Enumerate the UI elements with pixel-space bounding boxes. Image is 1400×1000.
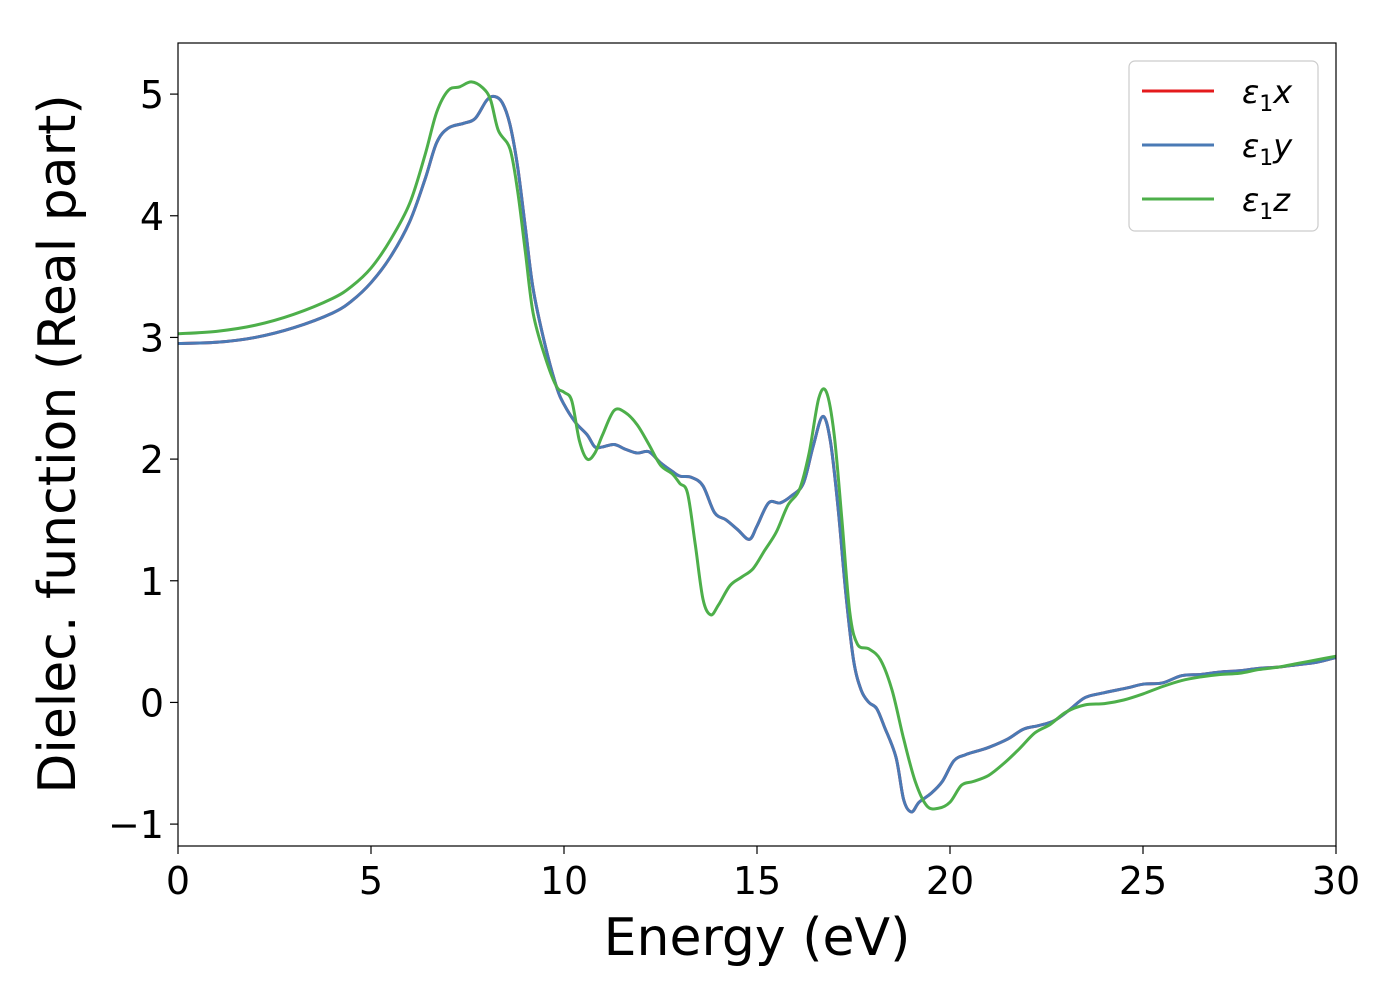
y-tick-label: 5 [140,73,164,117]
y-tick-label: 0 [140,681,164,725]
legend-label-subscript: 1 [1259,92,1273,117]
y-tick-label: 3 [140,316,164,360]
x-axis-title: Energy (eV) [604,908,911,968]
x-tick-label: 15 [733,859,781,903]
legend-label-suffix: y [1272,127,1293,165]
legend-label-subscript: 1 [1259,200,1273,225]
legend-label-base: ε [1242,127,1259,165]
legend-label-suffix: z [1272,181,1291,219]
legend-label: ε1z [1242,181,1291,225]
y-tick-label: −1 [108,803,164,847]
x-tick-label: 30 [1312,859,1360,903]
x-tick-label: 20 [926,859,974,903]
y-tick-label: 2 [140,438,164,482]
y-tick-label: 1 [140,560,164,604]
y-axis-title: Dielec. function (Real part) [28,94,88,793]
series-layer [178,80,1336,814]
legend-box [1128,60,1319,232]
x-tick-label: 10 [540,859,588,903]
legend-label-suffix: x [1272,73,1293,111]
x-tick-label: 25 [1119,859,1167,903]
x-tick-label: 0 [166,859,190,903]
x-tick-label: 5 [359,859,383,903]
legend-label: ε1y [1242,127,1293,171]
y-axis-ticks: −1 0 1 2 3 4 5 [108,73,178,847]
legend-label-subscript: 1 [1259,146,1273,171]
y-tick-label: 4 [140,195,164,239]
series-line-z [178,80,1336,811]
x-axis-ticks: 0 5 10 15 20 25 30 [166,846,1360,903]
legend-label: ε1x [1242,73,1293,117]
legend-label-base: ε [1242,73,1259,111]
legend-label-base: ε [1242,181,1259,219]
